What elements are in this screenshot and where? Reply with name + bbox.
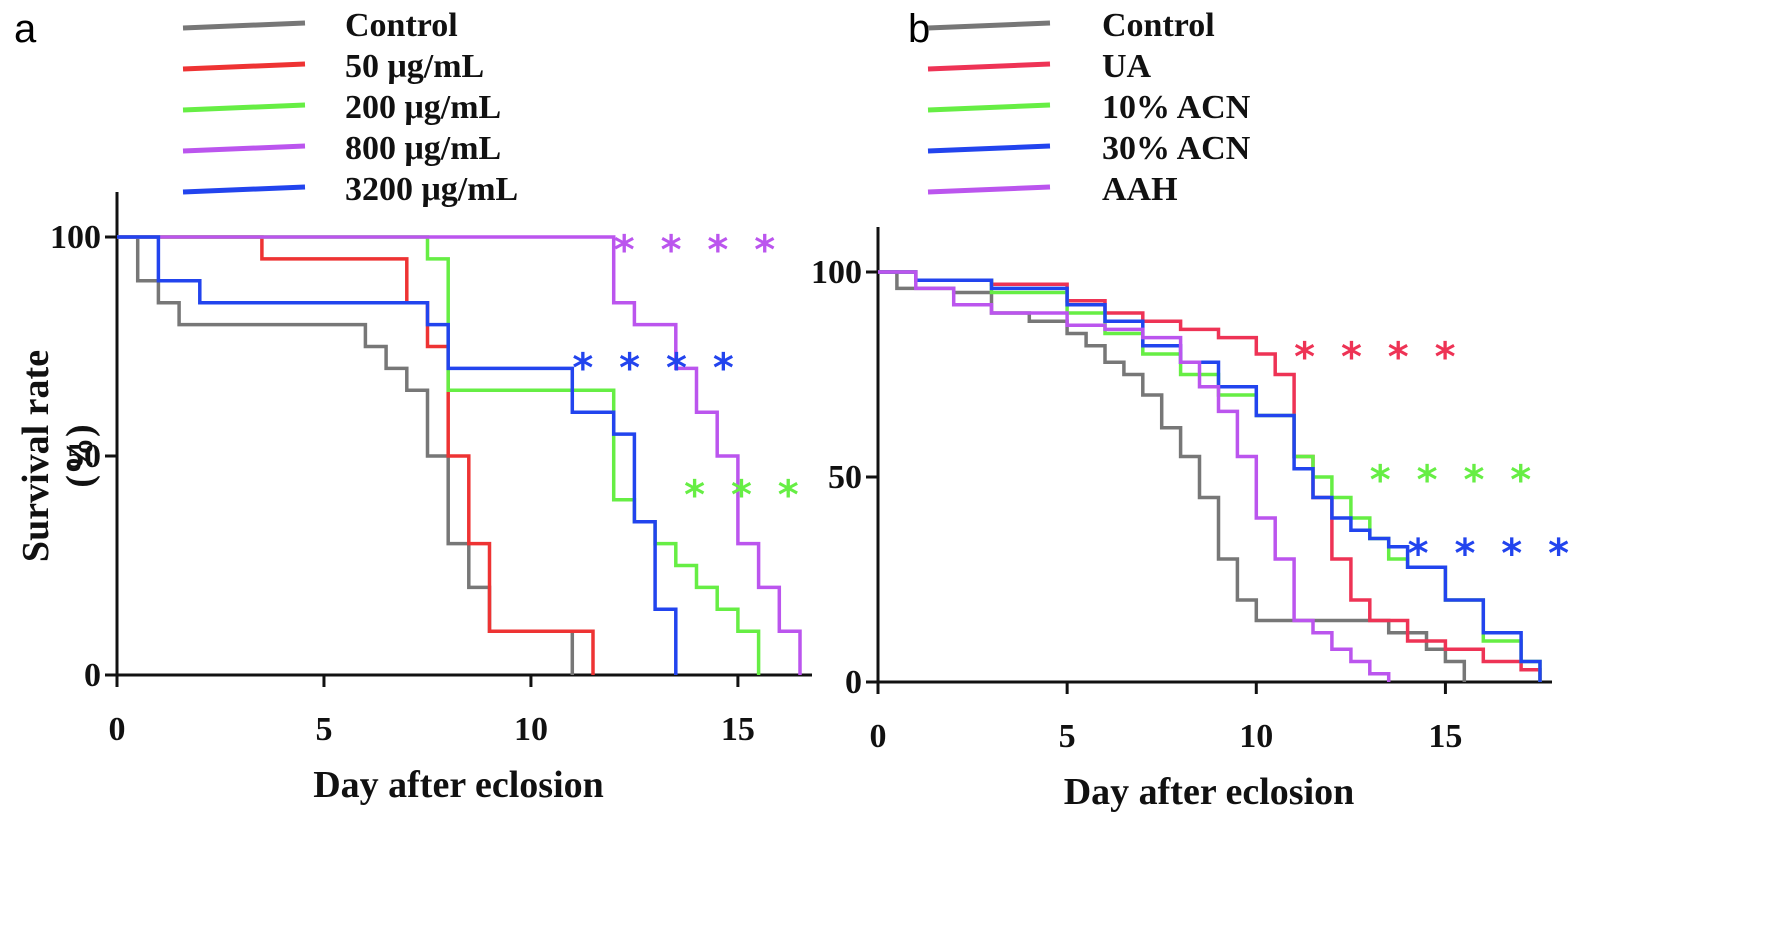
panel-b-x-tick-label: 10	[1239, 718, 1273, 755]
panel-a-legend-label-1: 50 μg/mL	[345, 48, 484, 85]
panel-a-significance-stars-1: * * * *	[572, 346, 739, 392]
panel-b-chart: 0 50 100 0 5 10 15 Day after eclosion Control UA 1…	[811, 7, 1575, 813]
panel-b-significance-stars-1: * * * *	[1370, 457, 1537, 503]
panel-a-significance-stars-0: * * * *	[614, 227, 781, 273]
panel-a-chart: 0 50 100 0 5 10 15 Day after eclosion Survival r…	[15, 7, 812, 806]
panel-b-x-tick-label: 0	[870, 718, 887, 755]
panel-a-legend-swatch-1	[182, 61, 306, 72]
panel-a-legend-swatch-2	[182, 102, 306, 113]
panel-b-x-axis-title: Day after eclosion	[1064, 771, 1355, 813]
panel-b-legend-swatch-1	[927, 61, 1051, 72]
panel-b-y-tick-label: 100	[811, 254, 862, 291]
panel-a-x-tick-label: 15	[721, 711, 755, 748]
panel-a-legend-label-2: 200 μg/mL	[345, 89, 501, 126]
panel-a-series-line-3	[117, 235, 802, 675]
panel-label-b: b	[908, 7, 930, 51]
panel-b-legend-label-1: UA	[1102, 48, 1152, 85]
panel-b-legend-label-4: AAH	[1102, 171, 1178, 208]
panel-a-legend-label-4: 3200 μg/mL	[345, 171, 518, 208]
panel-a-x-axis-title: Day after eclosion	[313, 764, 604, 806]
panel-a-y-tick-label: 100	[50, 219, 101, 256]
panel-a-y-axis-title: Survival rate(%)	[15, 350, 101, 562]
panel-a-y-tick-label: 50	[67, 438, 101, 475]
panel-a-y-axis-title-line1: Survival rate	[15, 350, 57, 562]
panel-b-significance-stars-2: * * * *	[1408, 531, 1575, 577]
panel-a-legend-swatch-4	[182, 184, 306, 195]
panel-b-legend-swatch-2	[927, 102, 1051, 113]
panel-a-series-line-4	[117, 235, 678, 675]
panel-b-significance-stars-0: * * * *	[1294, 334, 1461, 380]
panel-label-a: a	[14, 7, 37, 51]
panel-b-legend-swatch-4	[927, 184, 1051, 195]
panel-a-y-tick-label: 0	[84, 657, 101, 694]
panel-b-series-line-4	[878, 270, 1391, 682]
panel-b-series-line-3	[878, 270, 1542, 682]
panel-a-legend-swatch-3	[182, 143, 306, 154]
panel-b-x-tick-label: 15	[1428, 718, 1462, 755]
panel-b-x-tick-label: 5	[1059, 718, 1076, 755]
panel-a-series-line-1	[117, 235, 595, 675]
panel-a-x-tick-label: 0	[109, 711, 126, 748]
panel-a-legend-label-0: Control	[345, 7, 458, 44]
panel-a-significance-stars-2: * * *	[684, 473, 805, 519]
panel-b-legend-swatch-0	[927, 20, 1051, 31]
panel-b-y-tick-label: 50	[828, 459, 862, 496]
panel-a-y-axis-title-line2: (%)	[59, 424, 101, 487]
panel-b-legend-label-2: 10% ACN	[1102, 89, 1251, 126]
panel-b-legend-label-0: Control	[1102, 7, 1215, 44]
panel-b-y-tick-label: 0	[845, 664, 862, 701]
panel-a-legend-label-3: 800 μg/mL	[345, 130, 501, 167]
panel-a-x-tick-label: 5	[315, 711, 332, 748]
panel-b-legend-swatch-3	[927, 143, 1051, 154]
panel-b-legend-label-3: 30% ACN	[1102, 130, 1251, 167]
panel-a-x-tick-label: 10	[514, 711, 548, 748]
panel-a-legend-swatch-0	[182, 20, 306, 31]
